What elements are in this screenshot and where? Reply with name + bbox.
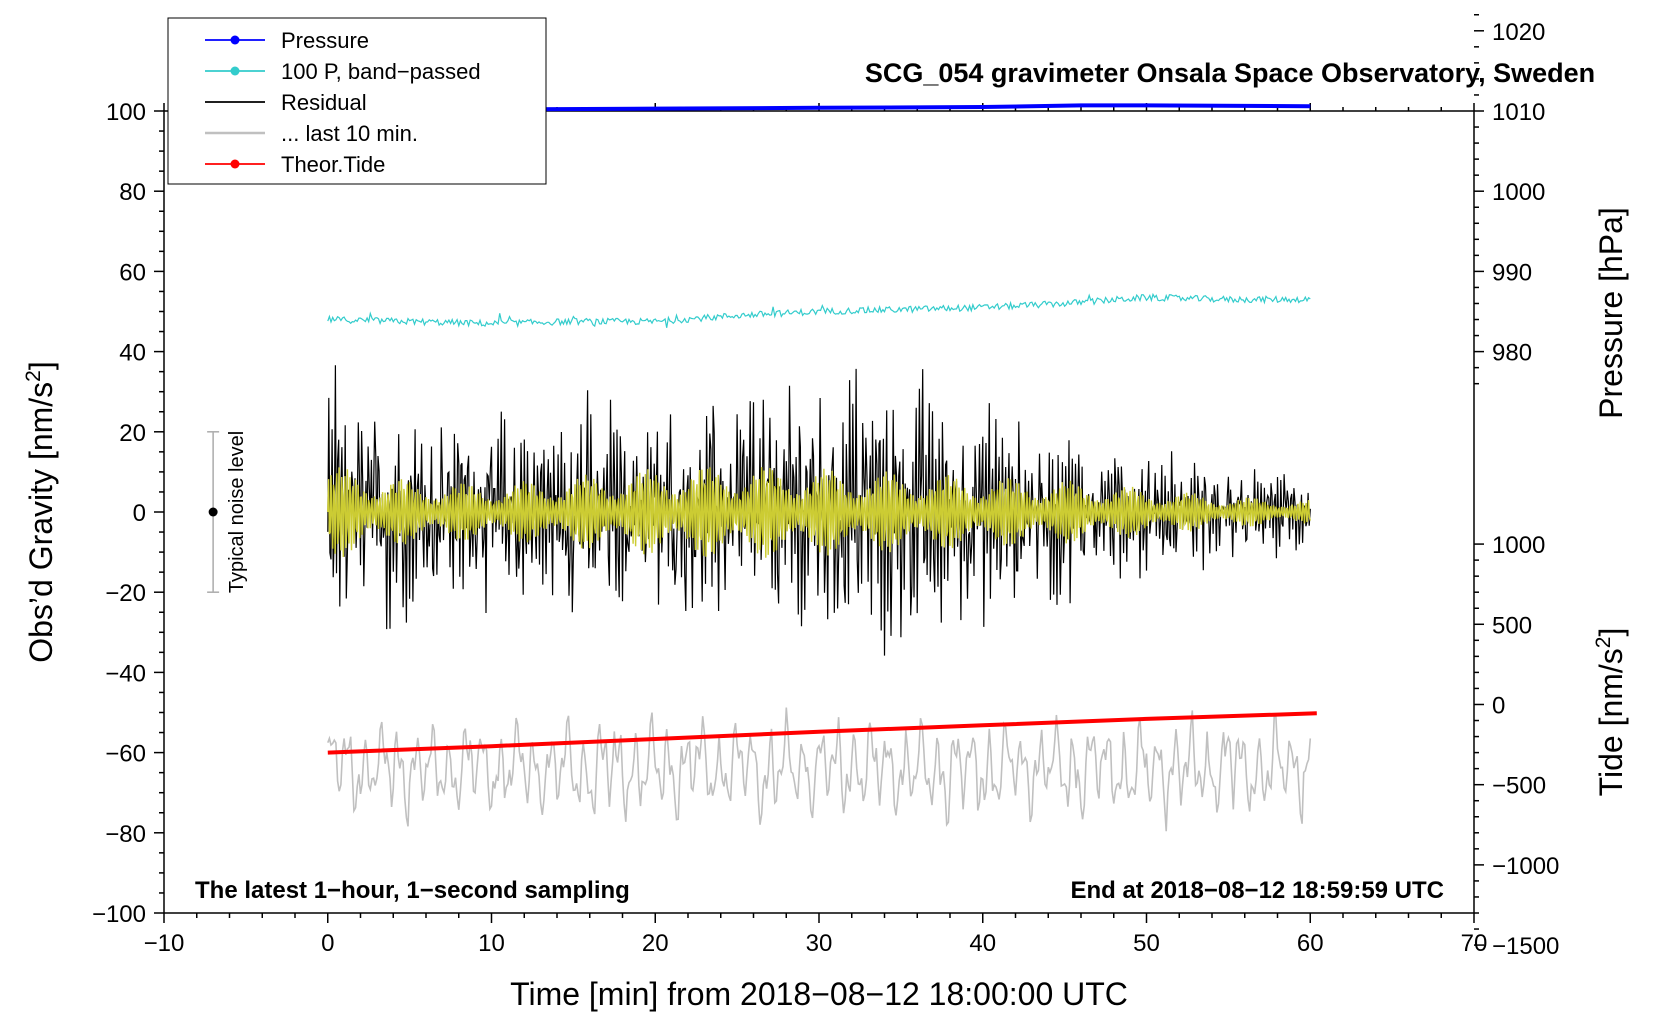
chart-title: SCG_054 gravimeter Onsala Space Observat…: [865, 58, 1595, 88]
y-tick-label-tide: −500: [1492, 773, 1546, 800]
legend: Pressure 100 P, band−passed Residual ... la…: [167, 17, 547, 185]
y-tick-label-tide: 500: [1492, 612, 1532, 639]
y-tick-label-pressure: 1000: [1492, 179, 1545, 206]
x-tick-label: 30: [806, 930, 833, 957]
legend-marker: [230, 66, 240, 76]
x-tick-label: 70: [1461, 930, 1488, 957]
y-axis-title-pressure: Pressure [hPa]: [1593, 207, 1629, 419]
y-tick-label-gravity: −20: [105, 580, 146, 607]
x-axis-title: Time [min] from 2018−08−12 18:00:00 UTC: [510, 976, 1128, 1012]
y-tick-label-pressure: 980: [1492, 340, 1532, 367]
y-tick-label-gravity: 100: [106, 99, 146, 126]
y-tick-label-tide: 0: [1492, 692, 1505, 719]
y-tick-label-tide: 1000: [1492, 532, 1545, 559]
series-residual-band-passed: [327, 467, 1311, 558]
y-axis-title-gravity: Obs’d Gravity [nm/s2]: [22, 361, 59, 663]
x-tick-label: 60: [1297, 930, 1324, 957]
y-tick-label-gravity: 60: [119, 259, 146, 286]
y-tick-label-tide: −1500: [1492, 933, 1559, 960]
x-tick-label: −10: [144, 930, 185, 957]
y-tick-label-gravity: −40: [105, 660, 146, 687]
legend-label: 100 P, band−passed: [281, 59, 481, 84]
legend-box: [167, 17, 547, 185]
y-tick-label-gravity: 80: [119, 179, 146, 206]
y-tick-label-gravity: 40: [119, 340, 146, 367]
legend-label: Residual: [281, 90, 367, 115]
y-tick-label-pressure: 1010: [1492, 99, 1545, 126]
y-axis-title-tide-main: Tide [nm/s: [1593, 648, 1629, 796]
y-tick-label-gravity: −80: [105, 821, 146, 848]
x-tick-label: 0: [321, 930, 334, 957]
y-tick-label-gravity: 20: [119, 420, 146, 447]
footer-right: End at 2018−08−12 18:59:59 UTC: [1070, 877, 1444, 904]
x-tick-label: 50: [1133, 930, 1160, 957]
legend-label: ... last 10 min.: [281, 121, 418, 146]
y-tick-label-gravity: −60: [105, 741, 146, 768]
legend-marker: [230, 159, 240, 169]
y-axis-title-tide-close: ]: [1593, 628, 1629, 637]
y-tick-label-tide: −1000: [1492, 853, 1559, 880]
y-tick-label-pressure: 1020: [1492, 19, 1545, 46]
y-tick-label-gravity: −100: [92, 901, 146, 928]
legend-marker: [230, 35, 240, 45]
x-tick-label: 20: [642, 930, 669, 957]
footer-left: The latest 1−hour, 1−second sampling: [195, 877, 630, 904]
noise-center-dot: [208, 507, 218, 517]
series-theor-tide: [327, 711, 1317, 755]
noise-level-indicator: Typical noise level: [207, 431, 248, 593]
legend-label: Theor.Tide: [281, 152, 385, 177]
series-layer: [327, 103, 1317, 832]
y-axis-title-gravity-sup: 2: [22, 370, 45, 382]
x-tick-label: 40: [969, 930, 996, 957]
y-axis-title-gravity-close: ]: [23, 361, 59, 370]
x-tick-label: 10: [478, 930, 505, 957]
y-axis-title-tide: Tide [nm/s2]: [1592, 628, 1629, 797]
series-100p-band-passed: [327, 292, 1311, 329]
y-tick-label-gravity: 0: [133, 500, 146, 527]
legend-label: Pressure: [281, 28, 369, 53]
axis-ticks: −10 0 10 20 30 40 50 60 70−100−80−60−40−20020406…: [92, 14, 1559, 960]
y-axis-title-tide-sup: 2: [1592, 637, 1615, 649]
y-axis-title-gravity-main: Obs’d Gravity [nm/s: [23, 382, 59, 663]
y-tick-label-pressure: 990: [1492, 259, 1532, 286]
series-last-10-min: [327, 707, 1312, 832]
noise-level-label: Typical noise level: [226, 431, 248, 593]
